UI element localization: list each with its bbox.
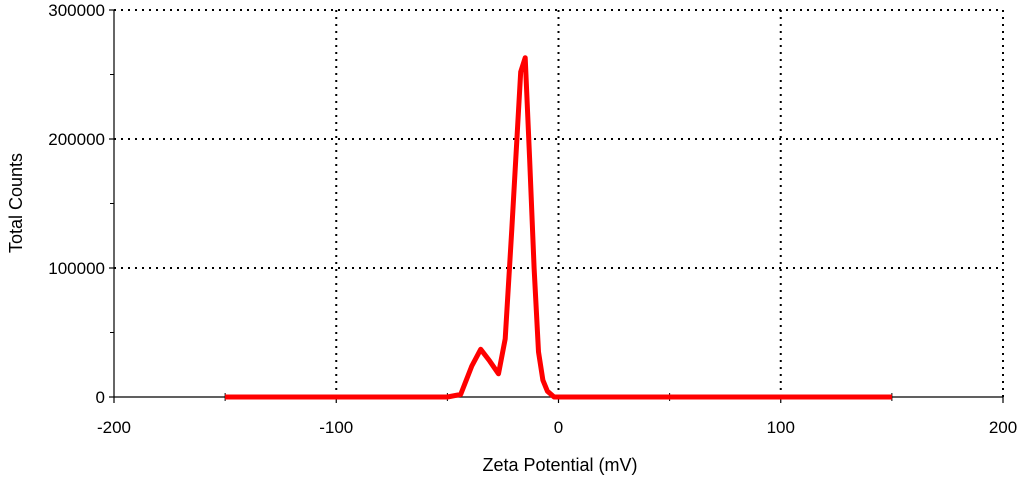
y-axis-label: Total Counts bbox=[6, 153, 26, 253]
x-tick-label: -200 bbox=[97, 418, 131, 437]
x-axis-label: Zeta Potential (mV) bbox=[482, 455, 637, 475]
y-tick-labels: 0 100000 200000 300000 bbox=[48, 1, 105, 407]
y-tick-label: 300000 bbox=[48, 1, 105, 20]
y-tick-label: 0 bbox=[96, 388, 105, 407]
x-tick-label: 200 bbox=[989, 418, 1017, 437]
axes bbox=[109, 9, 1004, 403]
x-tick-label: -100 bbox=[319, 418, 353, 437]
x-tick-labels: -200 -100 0 100 200 bbox=[97, 418, 1017, 437]
y-tick-label: 200000 bbox=[48, 130, 105, 149]
y-tick-label: 100000 bbox=[48, 259, 105, 278]
series-line bbox=[225, 55, 892, 400]
x-tick-label: 0 bbox=[554, 418, 563, 437]
grid-lines bbox=[114, 9, 1004, 397]
x-tick-label: 100 bbox=[767, 418, 795, 437]
data-series bbox=[225, 55, 892, 400]
